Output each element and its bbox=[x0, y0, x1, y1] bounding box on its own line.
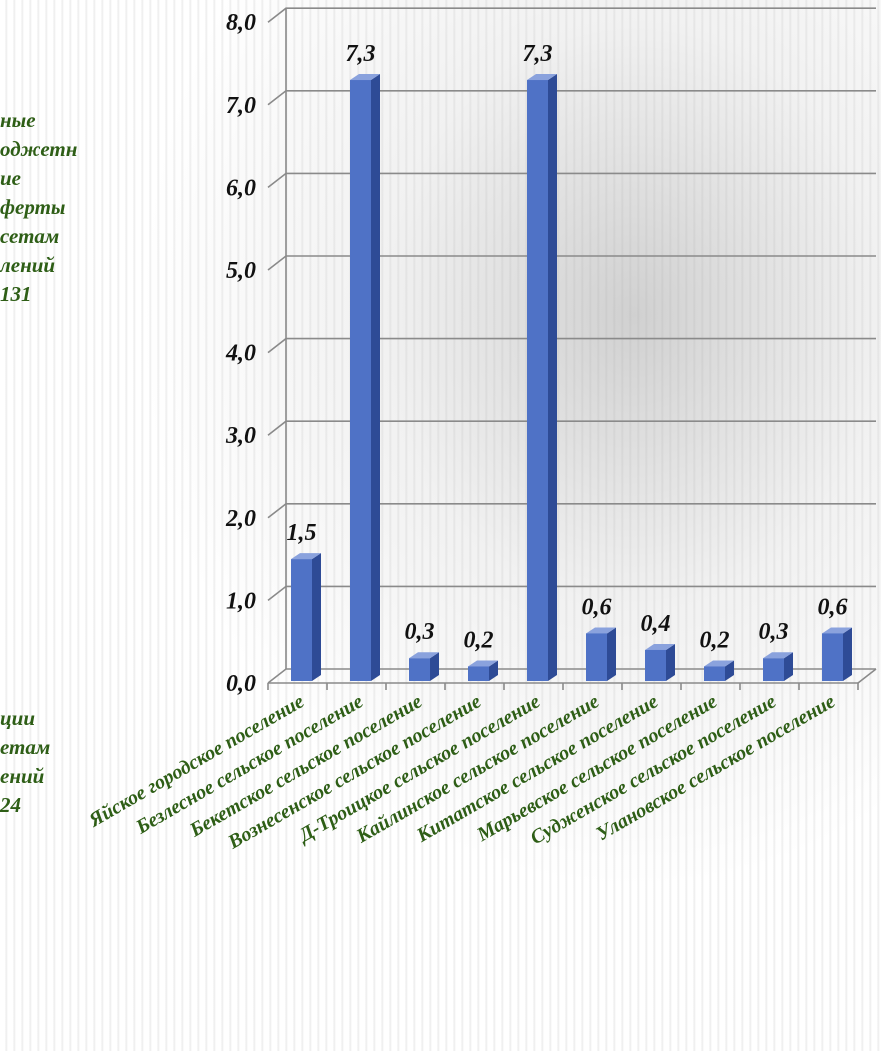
bar-value-label: 1,5 bbox=[287, 520, 317, 546]
bar-side bbox=[784, 652, 793, 681]
bar bbox=[763, 652, 793, 681]
bar bbox=[645, 643, 675, 681]
bar-side bbox=[312, 553, 321, 681]
y-tick-label: 0,0 bbox=[226, 671, 256, 697]
side-text-line: 131 bbox=[0, 282, 32, 306]
bar-front bbox=[409, 658, 430, 681]
bar-top bbox=[291, 553, 321, 560]
bar-top bbox=[586, 627, 616, 634]
side-text-line: оджетн bbox=[0, 137, 78, 161]
side-text-line: ции bbox=[0, 706, 36, 730]
bar bbox=[586, 627, 616, 681]
bar-top bbox=[409, 652, 439, 659]
y-tick-label: 2,0 bbox=[225, 506, 256, 532]
bar-value-label: 0,4 bbox=[641, 611, 671, 637]
bar-side bbox=[666, 643, 675, 681]
bar-front bbox=[645, 649, 666, 681]
y-tick-label: 3,0 bbox=[225, 423, 256, 449]
bar-value-label: 0,6 bbox=[818, 594, 848, 620]
y-tick-label: 8,0 bbox=[226, 10, 256, 36]
side-text-line: сетам bbox=[0, 224, 60, 248]
bar-value-label: 0,3 bbox=[405, 619, 435, 645]
side-text-line: етам bbox=[0, 735, 51, 759]
bar-value-label: 0,3 bbox=[759, 619, 789, 645]
side-text-line: ений bbox=[0, 764, 45, 788]
bar-side bbox=[607, 627, 616, 681]
bar-value-label: 7,3 bbox=[346, 41, 376, 67]
bar bbox=[291, 553, 321, 681]
bar bbox=[468, 660, 498, 681]
side-text-line: лений bbox=[0, 253, 56, 277]
bar-side bbox=[430, 652, 439, 681]
bar-side bbox=[843, 627, 852, 681]
bar-top bbox=[822, 627, 852, 634]
bar-front bbox=[468, 666, 489, 681]
chart-gridlines bbox=[267, 7, 877, 690]
bar-front bbox=[763, 658, 784, 681]
bar-value-label: 7,3 bbox=[523, 41, 553, 67]
gridline bbox=[267, 7, 876, 23]
bar-front bbox=[704, 666, 725, 681]
bar-side bbox=[489, 660, 498, 681]
bar bbox=[704, 660, 734, 681]
side-text-line: 24 bbox=[0, 793, 21, 817]
bar-top bbox=[645, 643, 675, 650]
bar-value-label: 0,2 bbox=[464, 627, 494, 653]
bar-top bbox=[468, 660, 498, 667]
y-tick-label: 5,0 bbox=[226, 258, 256, 284]
bar bbox=[527, 74, 557, 681]
y-tick-label: 6,0 bbox=[226, 175, 256, 201]
chart-bars bbox=[291, 74, 852, 681]
bar-value-label: 0,2 bbox=[700, 627, 730, 653]
bar-front bbox=[291, 559, 312, 681]
bar bbox=[409, 652, 439, 681]
bar-front bbox=[822, 633, 843, 681]
side-text-line: ные bbox=[0, 108, 36, 132]
bar-top bbox=[350, 74, 380, 81]
bar-value-labels: 1,5 7,3 0,3 0,2 7,3 0,6 0,4 0,2 0,3 0,6 bbox=[287, 41, 848, 653]
bar bbox=[822, 627, 852, 681]
bar-side bbox=[371, 74, 380, 681]
bar-top bbox=[704, 660, 734, 667]
bar-value-label: 0,6 bbox=[582, 594, 612, 620]
bar-front bbox=[350, 80, 371, 681]
bar-top bbox=[763, 652, 793, 659]
y-tick-label: 4,0 bbox=[225, 341, 256, 367]
floor-edge bbox=[857, 668, 877, 684]
bar-top bbox=[527, 74, 557, 81]
side-text-line: ферты bbox=[0, 195, 66, 219]
y-tick-label: 1,0 bbox=[226, 588, 256, 614]
y-axis-tick-labels: 0,0 1,0 2,0 3,0 4,0 5,0 6,0 7,0 8,0 bbox=[225, 10, 256, 697]
bar-front bbox=[586, 633, 607, 681]
bar-side bbox=[548, 74, 557, 681]
bar bbox=[350, 74, 380, 681]
y-tick-label: 7,0 bbox=[226, 93, 256, 119]
side-text-top: ные оджетн ие ферты сетам лений 131 bbox=[0, 106, 77, 309]
side-text-bottom: ции етам ений 24 bbox=[0, 704, 50, 820]
side-text-line: ие bbox=[0, 166, 21, 190]
bar-side bbox=[725, 660, 734, 681]
bar-front bbox=[527, 80, 548, 681]
